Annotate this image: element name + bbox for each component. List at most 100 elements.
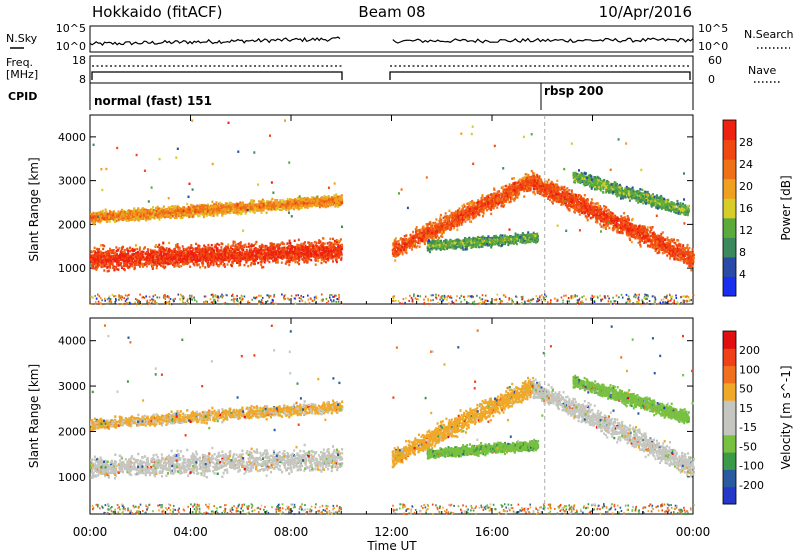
echo-point [237, 213, 239, 215]
echo-point [94, 255, 96, 257]
echo-point [142, 256, 144, 258]
echo-point [116, 260, 118, 262]
echo-point [231, 261, 233, 263]
echo-point [303, 261, 305, 263]
echo-point [330, 255, 332, 257]
echo-point [157, 246, 159, 248]
echo-point [301, 258, 303, 260]
echo-point [202, 214, 204, 216]
echo-point [246, 251, 248, 253]
echo-point [90, 250, 92, 252]
echo-point [108, 250, 110, 252]
echo-point [225, 246, 227, 248]
echo-point [187, 254, 189, 256]
echo-point [146, 256, 148, 258]
echo-point [267, 256, 269, 258]
echo-point [310, 254, 312, 256]
echo-point [213, 250, 215, 252]
echo-point [132, 262, 134, 264]
echo-point [139, 259, 141, 261]
echo-point [105, 209, 107, 211]
y-tick-label: 1000 [58, 262, 86, 275]
echo-point [178, 259, 180, 261]
echo-point [257, 262, 259, 264]
echo-point [205, 260, 207, 262]
echo-point [301, 252, 303, 254]
echo-point [103, 218, 105, 220]
echo-point [337, 244, 339, 246]
echo-point [122, 254, 124, 256]
echo-point [298, 239, 300, 241]
echo-point [198, 252, 200, 254]
echo-point [221, 249, 223, 251]
echo-point [116, 263, 118, 265]
freq-trace-right [390, 72, 690, 80]
echo-point [280, 257, 282, 259]
echo-point [241, 252, 243, 254]
freq-label-2: [MHz] [6, 68, 38, 81]
echo-point [315, 259, 317, 261]
echo-point [121, 265, 123, 267]
echo-point [174, 251, 176, 253]
echo-point [296, 250, 298, 252]
echo-point [91, 261, 93, 263]
echo-point [199, 249, 201, 251]
echo-point [97, 248, 99, 250]
echo-point [114, 253, 116, 255]
echo-point [132, 265, 134, 267]
echo-point [216, 243, 218, 245]
echo-point [156, 267, 158, 269]
echo-point [236, 204, 238, 206]
echo-point [279, 209, 281, 211]
nave-label: Nave [748, 64, 776, 77]
echo-point [186, 258, 188, 260]
echo-point [99, 260, 101, 262]
echo-point [147, 254, 149, 256]
echo-point [123, 262, 125, 264]
echo-point [198, 255, 200, 257]
echo-point [104, 265, 106, 267]
echo-point [263, 256, 265, 258]
echo-point [158, 263, 160, 265]
echo-point [251, 255, 253, 257]
echo-point [260, 258, 262, 260]
echo-point [107, 270, 109, 272]
echo-point [176, 217, 178, 219]
echo-point [340, 195, 342, 197]
echo-point [203, 216, 205, 218]
echo-point [274, 249, 276, 251]
echo-point [190, 252, 192, 254]
echo-point [137, 219, 139, 221]
echo-point [320, 256, 322, 258]
echo-point [178, 263, 180, 265]
echo-point [160, 247, 162, 249]
echo-point [127, 250, 129, 252]
echo-point [289, 242, 291, 244]
echo-point [142, 258, 144, 260]
echo-point [157, 258, 159, 260]
echo-point [179, 213, 181, 215]
echo-point [267, 258, 269, 260]
echo-point [182, 245, 184, 247]
echo-point [224, 258, 226, 260]
echo-point [246, 246, 248, 248]
echo-point [301, 249, 303, 251]
echo-point [315, 264, 317, 266]
echo-point [100, 244, 102, 246]
echo-point [235, 259, 237, 261]
echo-point [317, 196, 319, 198]
echo-point [224, 251, 226, 253]
echo-point [142, 266, 144, 268]
echo-point [166, 255, 168, 257]
echo-point [128, 258, 130, 260]
echo-point [319, 240, 321, 242]
echo-point [97, 253, 99, 255]
echo-point [321, 262, 323, 264]
echo-point [135, 254, 137, 256]
echo-point [341, 244, 343, 246]
echo-point [293, 208, 295, 210]
echo-point [139, 262, 141, 264]
echo-point [112, 267, 114, 269]
echo-point [153, 217, 155, 219]
